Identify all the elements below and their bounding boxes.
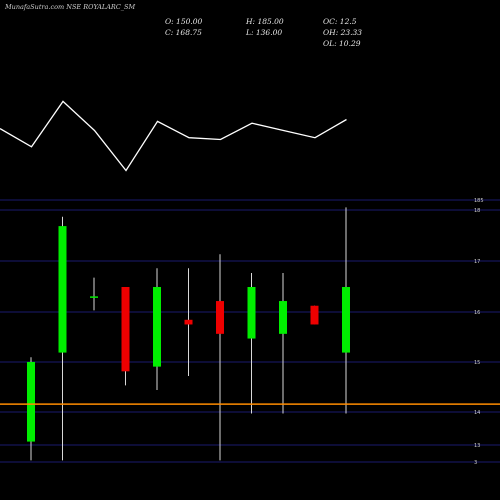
y-tick-label: 17 — [474, 259, 480, 265]
open-value: O: 150.00 — [165, 17, 203, 26]
oh-value: OH: 23.33 — [323, 28, 363, 37]
close-value: C: 168.75 — [165, 28, 202, 37]
indicator-line — [0, 100, 347, 172]
candle-body — [342, 287, 350, 353]
candle-body — [279, 301, 287, 334]
candles — [27, 207, 350, 461]
candle-body — [27, 361, 35, 442]
candle-body — [310, 305, 319, 325]
oc-value: OC: 12.5 — [323, 17, 357, 26]
candle-body — [90, 296, 98, 298]
y-tick-label: 3 — [474, 460, 477, 466]
indicator-polyline — [0, 100, 347, 172]
chart-title: MunafaSutra.com NSE ROYALARC_SM — [5, 3, 136, 11]
candle-body — [247, 287, 256, 339]
low-value: L: 136.00 — [246, 28, 283, 37]
candle-body — [121, 287, 130, 372]
y-tick-label: 15 — [474, 360, 480, 366]
candle-body — [153, 287, 161, 367]
ol-value: OL: 10.29 — [323, 39, 361, 48]
y-axis-ticks: 185 18 17 16 15 14 13 3 — [474, 198, 484, 466]
candle-body — [58, 226, 67, 353]
candle-body — [184, 319, 193, 325]
y-tick-label: 185 — [474, 198, 484, 204]
candle-body — [216, 301, 224, 334]
y-tick-label: 18 — [474, 208, 480, 214]
high-value: H: 185.00 — [246, 17, 284, 26]
y-tick-label: 13 — [474, 443, 480, 449]
y-tick-label: 16 — [474, 310, 480, 316]
y-tick-label: 14 — [474, 410, 480, 416]
